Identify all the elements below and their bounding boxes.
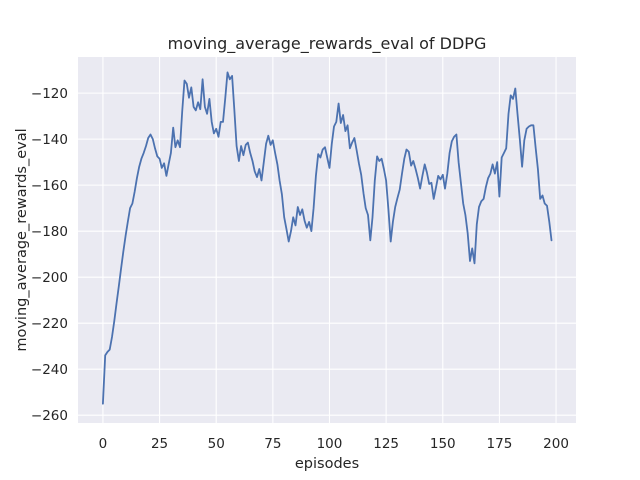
y-axis-label: moving_average_rewards_eval <box>14 128 30 351</box>
x-tick-label: 25 <box>151 436 168 452</box>
y-tick-label: −120 <box>31 86 68 102</box>
plot-area <box>78 57 576 423</box>
x-axis-label: episodes <box>295 456 359 472</box>
plot-dynamic-layer: 0 25 50 75 100 125 150 175 200 −120 −140 −160 −180 −2… <box>31 57 576 452</box>
chart-title: moving_average_rewards_eval of DDPG <box>168 34 487 54</box>
x-tick-label: 75 <box>264 436 281 452</box>
y-tick-label: −260 <box>31 408 68 424</box>
x-tick-label: 0 <box>99 436 108 452</box>
y-tick-label: −240 <box>31 362 68 378</box>
x-tick-label: 150 <box>430 436 456 452</box>
x-tick-label: 125 <box>373 436 399 452</box>
x-tick-label: 100 <box>317 436 343 452</box>
y-tick-label: −160 <box>31 178 68 194</box>
y-tick-label: −200 <box>31 270 68 286</box>
x-tick-label: 175 <box>487 436 513 452</box>
x-tick-label: 50 <box>208 436 225 452</box>
series-line-moving_average_rewards_eval <box>102 71 553 405</box>
y-tick-label: −180 <box>31 224 68 240</box>
y-tick-label: −140 <box>31 132 68 148</box>
y-tick-label: −220 <box>31 316 68 332</box>
x-tick-label: 200 <box>543 436 569 452</box>
